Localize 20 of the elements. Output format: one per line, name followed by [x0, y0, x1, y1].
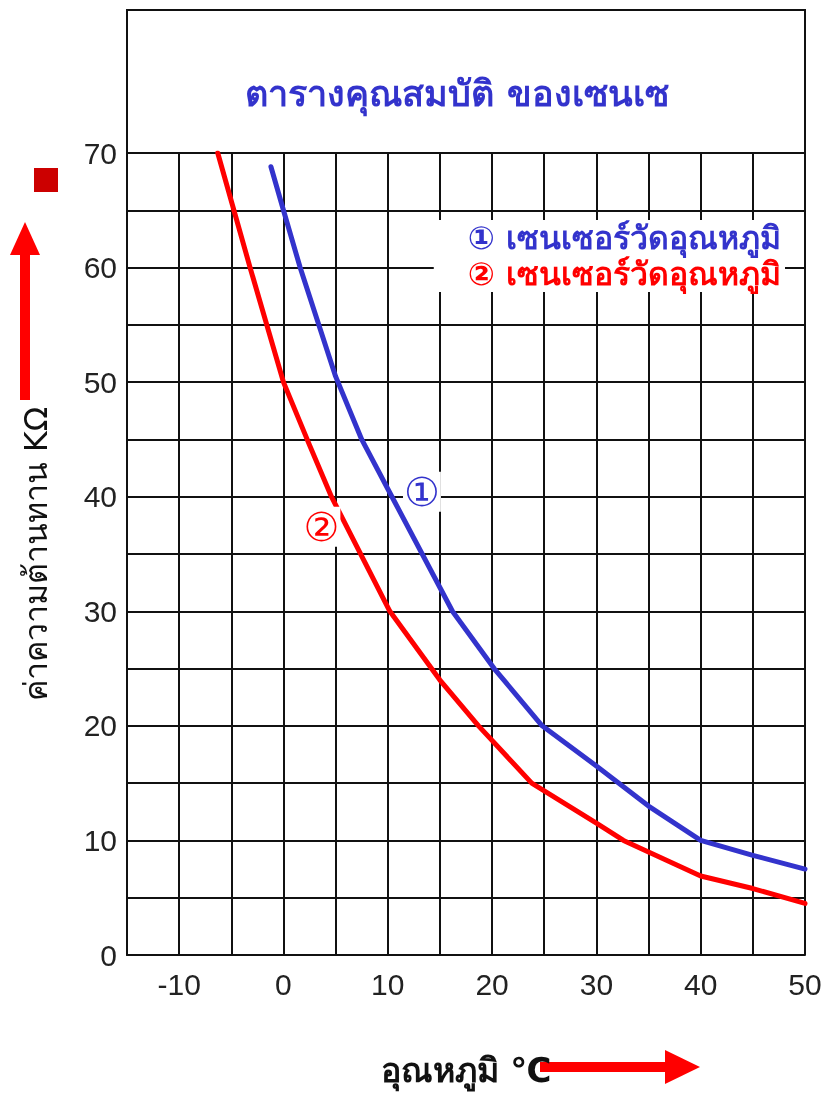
x-tick-label: 20: [475, 967, 509, 1001]
chart-title: ตารางคุณสมบัติ ของเซนเซ: [245, 72, 669, 117]
y-tick-label: 0: [100, 938, 117, 972]
y-tick-label: 40: [83, 480, 117, 514]
x-axis-title: อุณหภูมิ ℃: [380, 1050, 552, 1092]
x-tick-label: 0: [275, 967, 292, 1001]
annotation: ①: [404, 468, 440, 515]
y-tick-label: 60: [83, 251, 117, 285]
y-tick-label: 20: [83, 709, 117, 743]
y-tick-label: 30: [83, 594, 117, 628]
x-tick-label: 10: [371, 967, 405, 1001]
x-tick-label: 50: [788, 967, 822, 1001]
x-tick-label: 40: [684, 967, 718, 1001]
y-tick-label: 70: [83, 136, 117, 170]
y-axis-title: ค่าความต้านทาน KΩ: [17, 406, 55, 702]
x-tick-label: -10: [157, 967, 201, 1001]
x-tick-label: 30: [579, 967, 614, 1001]
y-tick-label: 10: [83, 823, 117, 857]
y-tick-label: 50: [83, 365, 117, 399]
annotation: ②: [303, 503, 340, 550]
